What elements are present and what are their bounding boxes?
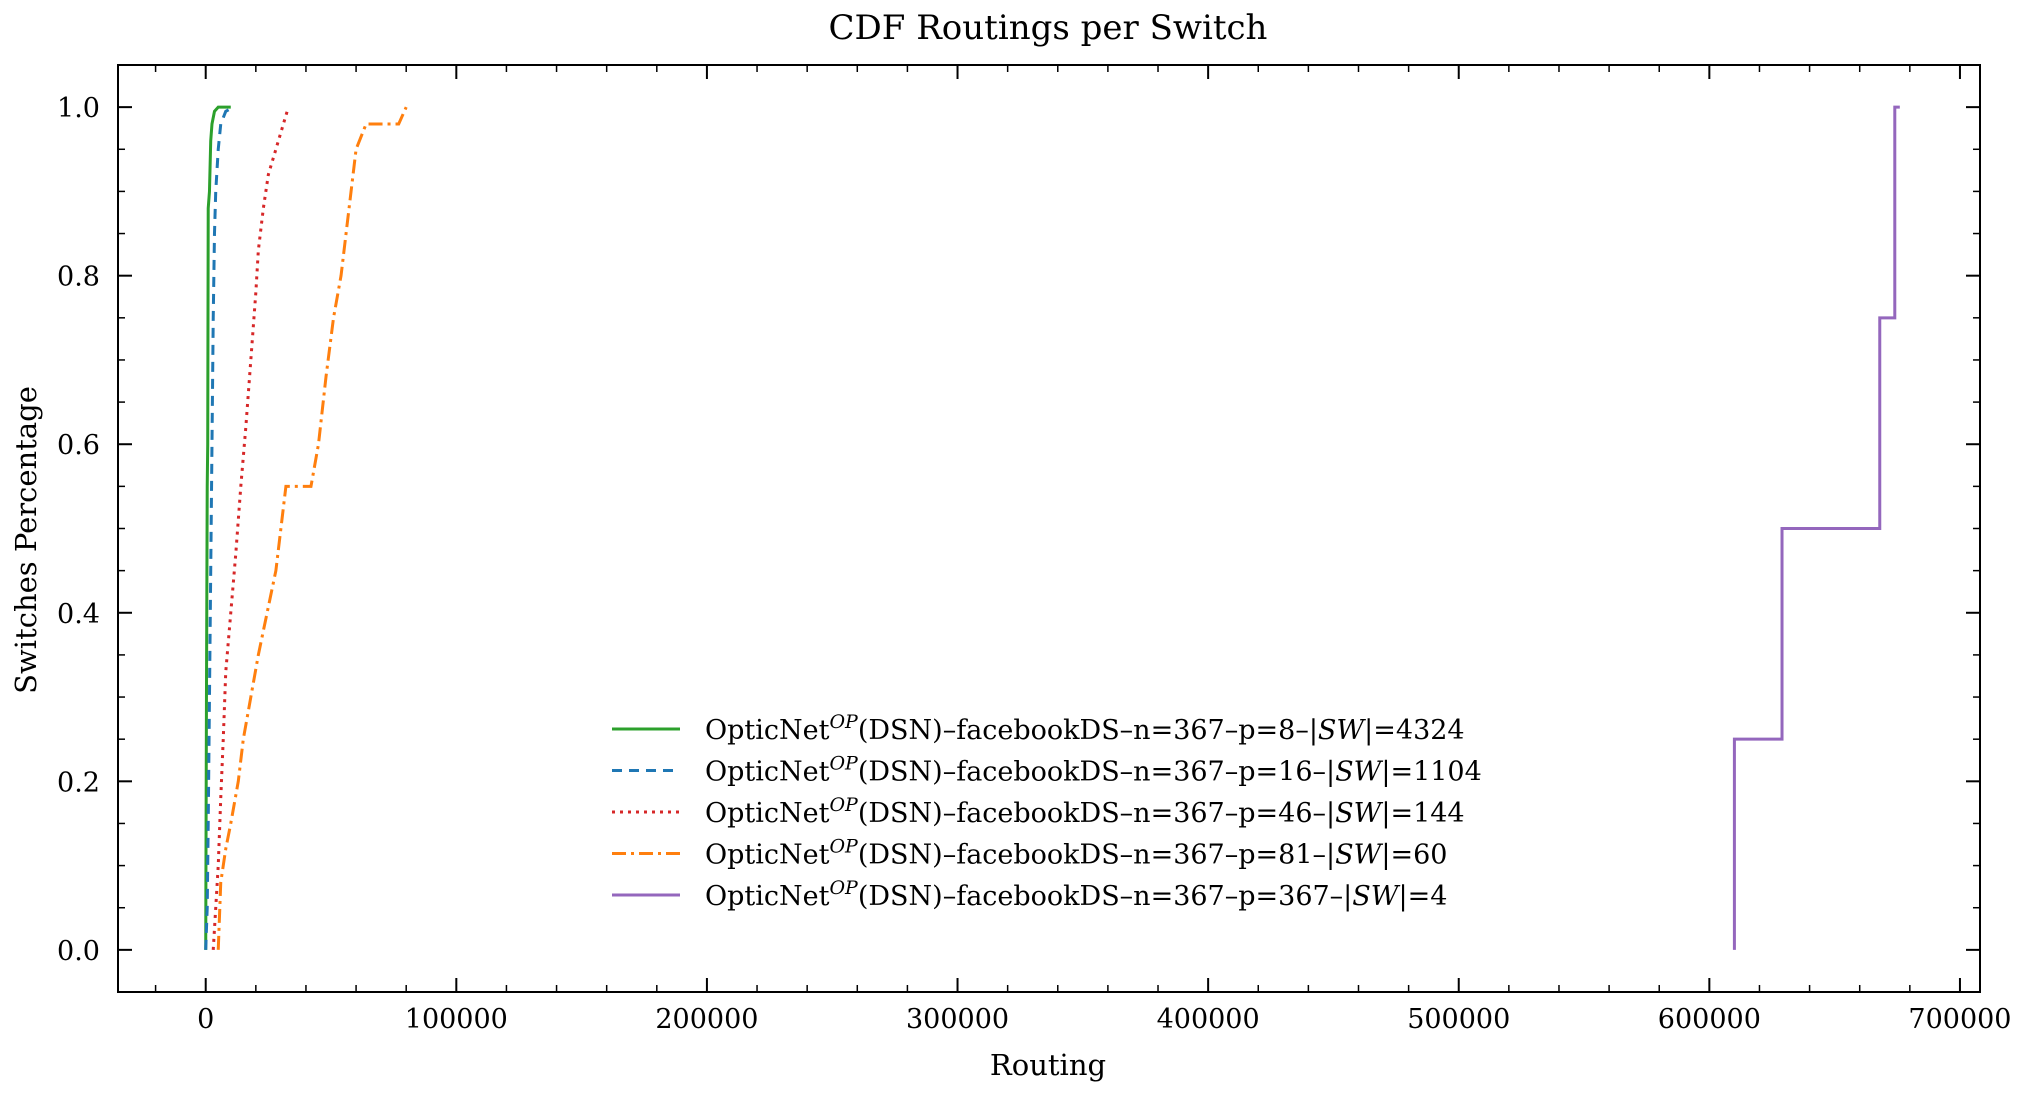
x-tick-label: 100000 [405, 1004, 508, 1035]
legend-label-2: OpticNetOP(DSN)–facebookDS–n=367–p=16–|S… [705, 753, 1482, 788]
x-tick-label: 400000 [1157, 1004, 1260, 1035]
x-tick-label: 500000 [1407, 1004, 1510, 1035]
chart-title: CDF Routings per Switch [829, 8, 1268, 48]
series-line-3 [211, 106, 290, 950]
series-line-5 [1732, 105, 1900, 950]
y-tick-label: 0.0 [57, 936, 100, 967]
y-tick-label: 0.4 [57, 599, 100, 630]
y-tick-label: 0.8 [57, 262, 100, 293]
x-axis-ticks: 0 100000 200000 300000 400000 500000 600000 700… [154, 65, 2011, 1035]
x-tick-label: 700000 [1908, 1004, 2011, 1035]
legend: OpticNetOP(DSN)–facebookDS–n=367–p=8–|SW… [612, 711, 1482, 912]
x-tick-label: 600000 [1658, 1004, 1761, 1035]
x-tick-label: 200000 [655, 1004, 758, 1035]
legend-label-3: OpticNetOP(DSN)–facebookDS–n=367–p=46–|S… [705, 794, 1465, 829]
y-axis-ticks: 0.0 0.2 0.4 0.6 0.8 1.0 [57, 93, 1980, 993]
x-axis-label: Routing [990, 1048, 1106, 1082]
series-line-4 [216, 106, 408, 950]
x-tick-label: 0 [197, 1004, 214, 1035]
y-tick-label: 0.6 [57, 430, 100, 461]
series-line-2 [204, 105, 235, 950]
y-tick-label: 1.0 [57, 93, 100, 124]
plot-lines [204, 105, 1900, 950]
y-tick-label: 0.2 [57, 767, 100, 798]
legend-label-1: OpticNetOP(DSN)–facebookDS–n=367–p=8–|SW… [705, 711, 1465, 746]
y-axis-label: Switches Percentage [9, 386, 43, 694]
legend-label-5: OpticNetOP(DSN)–facebookDS–n=367–p=367–|… [705, 877, 1447, 912]
legend-label-4: OpticNetOP(DSN)–facebookDS–n=367–p=81–|S… [705, 836, 1447, 871]
x-tick-label: 300000 [906, 1004, 1009, 1035]
series-line-1 [204, 105, 231, 950]
